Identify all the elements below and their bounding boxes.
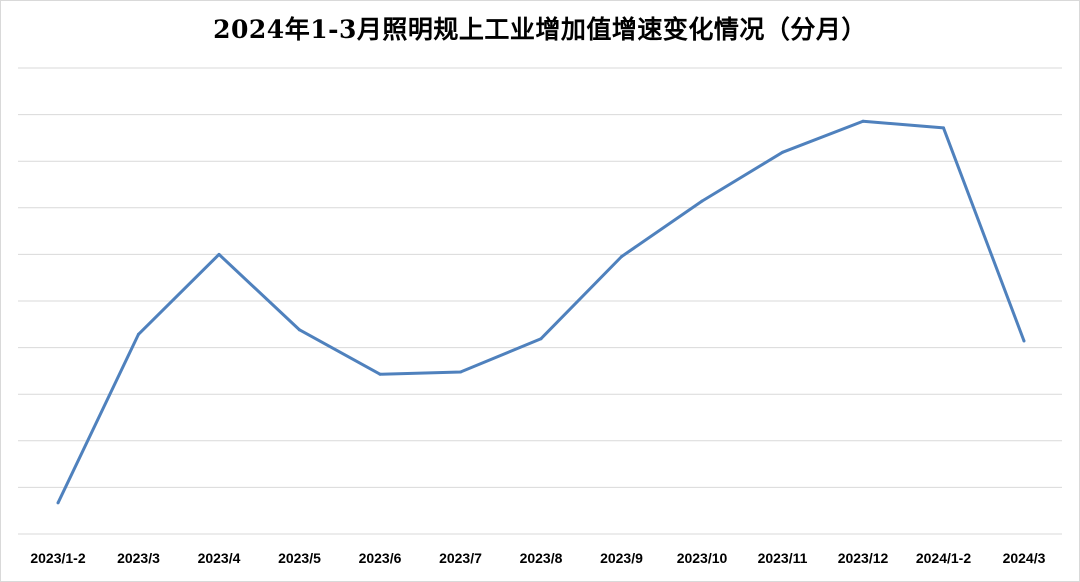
x-tick-label: 2023/12: [838, 550, 889, 566]
data-point-2023/1-2: [56, 501, 60, 505]
data-point-2023/8: [539, 337, 543, 341]
x-tick-label: 2024/3: [1003, 550, 1046, 566]
data-point-2023/10: [700, 199, 704, 203]
data-point-2023/6: [378, 372, 382, 376]
chart-title: 2024年1-3月照明规上工业增加值增速变化情况（分月）: [213, 15, 867, 44]
x-tick-label: 2023/10: [677, 550, 728, 566]
data-point-2023/5: [298, 328, 301, 332]
x-tick-label: 2023/5: [278, 550, 321, 566]
gridlines: [18, 67, 1062, 535]
x-tick-label: 2023/6: [359, 550, 402, 566]
data-point-2023/9: [620, 255, 623, 259]
x-axis-tick-labels: 2023/1-2 2023/3 2023/4 2023/5 2023/6 2023/7 20…: [30, 550, 1045, 566]
series-group: [56, 119, 1026, 505]
data-point-2023/7: [459, 370, 462, 374]
x-tick-label: 2023/9: [600, 550, 643, 566]
data-point-2024/1-2: [942, 126, 945, 130]
data-point-2024/3: [1022, 339, 1026, 343]
x-tick-label: 2023/1-2: [30, 550, 85, 566]
x-tick-label: 2024/1-2: [916, 550, 971, 566]
series-line: [56, 119, 1026, 504]
data-point-2023/4: [217, 252, 221, 256]
x-tick-label: 2023/8: [520, 550, 563, 566]
x-tick-label: 2023/11: [758, 550, 808, 566]
x-tick-label: 2023/3: [117, 550, 160, 566]
data-point-2023/12: [861, 119, 865, 123]
data-point-2023/11: [781, 150, 784, 154]
x-tick-label: 2023/7: [439, 550, 482, 566]
data-point-2023/3: [137, 332, 140, 336]
x-tick-label: 2023/4: [198, 550, 241, 566]
